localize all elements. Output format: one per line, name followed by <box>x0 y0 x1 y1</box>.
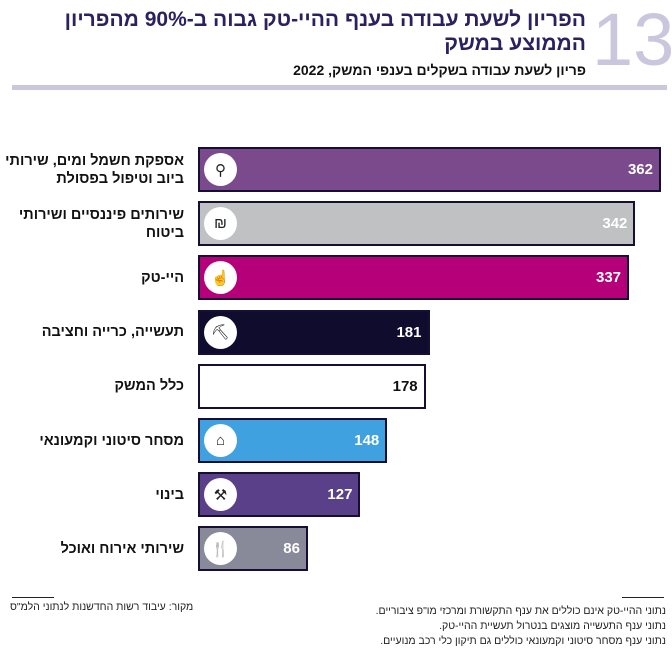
category-label: בינוי <box>155 486 184 503</box>
category-label: מסחר סיטוני וקמעונאי <box>39 432 184 449</box>
chart-subtitle: פריון לשעת עבודה בשקלים בענפי המשק, 2022 <box>293 62 586 78</box>
category-label: תעשייה, כרייה וחציבה <box>41 324 184 341</box>
category-label: כלל המשק <box>114 378 184 395</box>
note-3: נתוני ענף מסחר סיטוני וקמעונאי כוללים גם… <box>380 635 666 647</box>
crane-icon: ⚒ <box>204 478 237 512</box>
value-label: 362 <box>627 161 653 178</box>
category-label: אספקת חשמל ומים, שירותי ביוב וטיפול בפסו… <box>5 152 184 187</box>
cutlery-icon: 🍴 <box>204 532 237 566</box>
bar: ⛏ 181 <box>198 309 430 355</box>
value-label: 86 <box>283 540 300 558</box>
value-label: 127 <box>327 486 353 504</box>
figure-number: 13 <box>592 0 672 81</box>
category-label: שירותים פיננסיים ושירותי ביטוח <box>18 206 184 241</box>
value-label: 342 <box>602 215 628 233</box>
source-rule <box>12 597 54 598</box>
bar: ⌂ 148 <box>198 418 388 463</box>
bar: ☝ 337 <box>198 255 630 301</box>
category-label: שירותי אירוח ואוכל <box>60 540 184 557</box>
bar: ₪ 342 <box>198 201 636 247</box>
category-label: היי-טק <box>141 269 184 286</box>
bar: ⚒ 127 <box>198 472 361 518</box>
value-label: 178 <box>392 377 418 395</box>
bar: 🍴 86 <box>198 526 308 572</box>
bar: 178 <box>198 363 426 409</box>
note-2: נתוני ענף התעשייה מוצגים בנטרול תעשיית ה… <box>439 620 666 632</box>
value-label: 181 <box>396 323 422 341</box>
mining-pickaxe-icon: ⛏ <box>204 315 237 349</box>
water-tap-icon: ⚲ <box>204 153 237 186</box>
source: מקור: עיבוד רשות החדשנות לנתוני הלמ"ס <box>10 601 194 613</box>
note-1: נתוני ההיי-טק אינם כוללים את ענף התקשורת… <box>375 605 666 617</box>
money-bag-icon: ₪ <box>204 207 237 241</box>
separator <box>12 85 667 90</box>
value-label: 148 <box>354 432 380 449</box>
value-label: 337 <box>595 269 622 287</box>
bar: ⚲ 362 <box>198 147 661 192</box>
chart-title: הפריון לשעת עבודה בענף ההיי-טק גבוה ב-90… <box>64 8 586 55</box>
store-icon: ⌂ <box>204 424 237 457</box>
hand-chip-icon: ☝ <box>204 261 237 295</box>
notes-rule <box>622 597 664 598</box>
